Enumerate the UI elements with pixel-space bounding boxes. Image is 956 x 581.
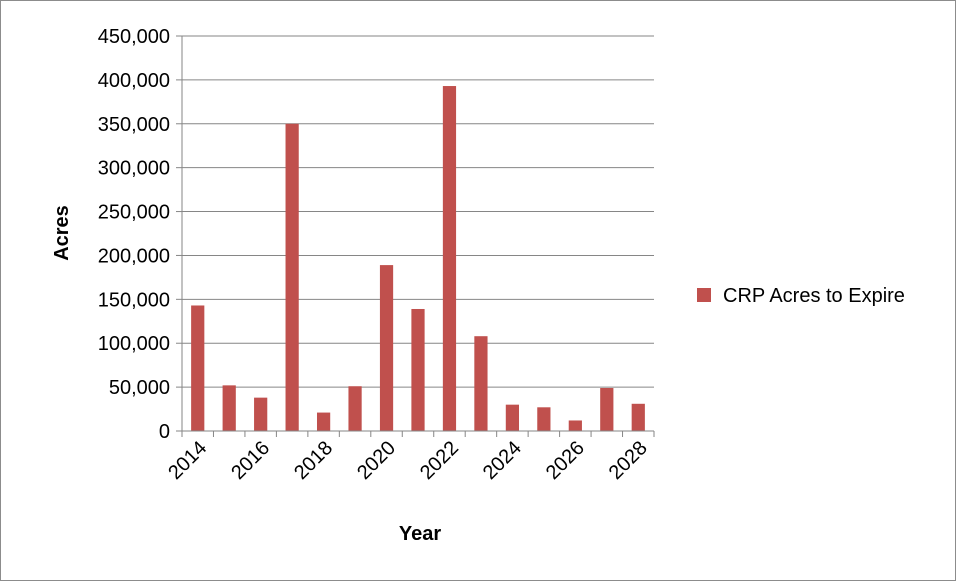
bar-2026 <box>568 420 582 431</box>
y-tick-label: 350,000 <box>98 114 170 136</box>
x-tick-label: 2016 <box>227 437 274 484</box>
y-tick-labels: 0 50,000 100,000 150,000 200,000 250,000 300,0… <box>98 26 170 443</box>
y-tick-label: 400,000 <box>98 70 170 92</box>
bars <box>191 86 645 432</box>
gridlines <box>182 35 654 388</box>
bar-2022 <box>442 86 457 432</box>
y-tick-label: 450,000 <box>98 26 170 48</box>
y-axis-title: Acres <box>51 205 73 261</box>
y-tick-label: 250,000 <box>98 202 170 224</box>
y-tick-label: 200,000 <box>98 245 170 267</box>
x-tick-label: 2020 <box>353 437 400 484</box>
bar-2024 <box>505 404 520 431</box>
y-tick-label: 100,000 <box>98 333 170 355</box>
bar-2015 <box>222 385 236 431</box>
x-tick-label: 2018 <box>290 437 337 484</box>
bar-2021 <box>411 308 425 431</box>
bar-2019 <box>348 386 362 431</box>
y-tick-label: 50,000 <box>109 377 170 399</box>
legend: CRP Acres to Expire <box>697 285 905 307</box>
bar-2025 <box>537 407 551 431</box>
bar-2018 <box>316 412 331 431</box>
x-tick-label: 2014 <box>164 437 211 484</box>
y-tick-label: 150,000 <box>98 289 170 311</box>
y-tick-label: 300,000 <box>98 158 170 180</box>
bar-2023 <box>474 336 488 431</box>
bar-2020 <box>379 265 394 431</box>
x-tick-label: 2022 <box>416 437 463 484</box>
bar-2016 <box>254 397 268 431</box>
bar-2028 <box>631 403 645 431</box>
bar-2017 <box>285 123 299 432</box>
x-tick-label: 2024 <box>479 437 526 484</box>
legend-swatch <box>697 288 711 302</box>
x-axis-title: Year <box>399 523 441 545</box>
x-tick-labels: 2014 2016 2018 2020 2022 2024 2026 2028 <box>164 437 652 484</box>
y-tick-label: 0 <box>159 421 170 443</box>
bar-2014 <box>191 305 205 431</box>
bar-2027 <box>600 387 614 431</box>
axes <box>176 35 655 437</box>
x-tick-label: 2026 <box>542 437 589 484</box>
legend-label: CRP Acres to Expire <box>723 285 905 307</box>
x-tick-label: 2028 <box>605 437 652 484</box>
